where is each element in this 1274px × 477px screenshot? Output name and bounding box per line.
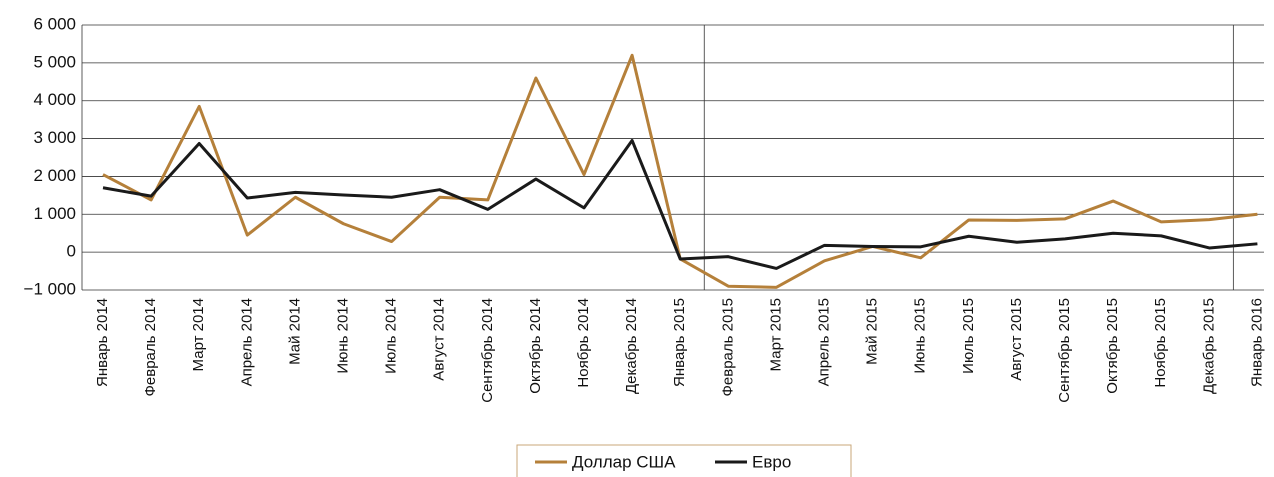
x-tick-label: Февраль 2015	[719, 298, 736, 397]
x-tick-label: Январь 2016	[1248, 298, 1265, 387]
x-tick-label: Август 2014	[431, 298, 448, 381]
x-tick-label: Август 2015	[1008, 298, 1025, 381]
x-tick-label: Июль 2015	[960, 298, 977, 374]
y-tick-label: 1 000	[33, 204, 76, 223]
x-tick-label: Май 2015	[864, 298, 881, 365]
x-tick-label: Октябрь 2015	[1104, 298, 1121, 394]
x-tick-label: Декабрь 2014	[623, 298, 640, 394]
y-tick-label: 5 000	[33, 52, 76, 71]
x-tick-label: Ноябрь 2015	[1152, 298, 1169, 388]
legend-label: Евро	[752, 452, 791, 471]
x-tick-label: Март 2015	[767, 298, 784, 371]
x-tick-label: Ноябрь 2014	[575, 298, 592, 388]
x-tick-label: Сентябрь 2014	[479, 298, 496, 403]
line-series	[102, 138, 1258, 270]
legend-label: Доллар США	[572, 452, 676, 471]
legend-box	[516, 444, 852, 477]
y-tick-label: −1 000	[24, 279, 76, 298]
x-tick-label: Май 2014	[286, 298, 303, 365]
x-tick-label: Октябрь 2014	[527, 298, 544, 394]
x-tick-label: Декабрь 2015	[1200, 298, 1217, 394]
y-tick-label: 3 000	[33, 128, 76, 147]
x-tick-label: Июнь 2015	[912, 298, 929, 374]
x-tick-label: Июнь 2014	[334, 298, 351, 374]
x-tick-label: Февраль 2014	[142, 298, 159, 397]
y-tick-label: 4 000	[33, 90, 76, 109]
x-tick-label: Март 2014	[190, 298, 207, 371]
x-tick-label: Июль 2014	[383, 298, 400, 374]
x-tick-label: Апрель 2015	[815, 298, 832, 386]
x-tick-label: Январь 2014	[94, 298, 111, 387]
y-tick-label: 6 000	[33, 14, 76, 33]
y-tick-label: 2 000	[33, 166, 76, 185]
x-tick-label: Апрель 2014	[238, 298, 255, 386]
x-tick-label: Январь 2015	[671, 298, 688, 387]
x-tick-label: Сентябрь 2015	[1056, 298, 1073, 403]
y-tick-label: 0	[67, 242, 76, 261]
